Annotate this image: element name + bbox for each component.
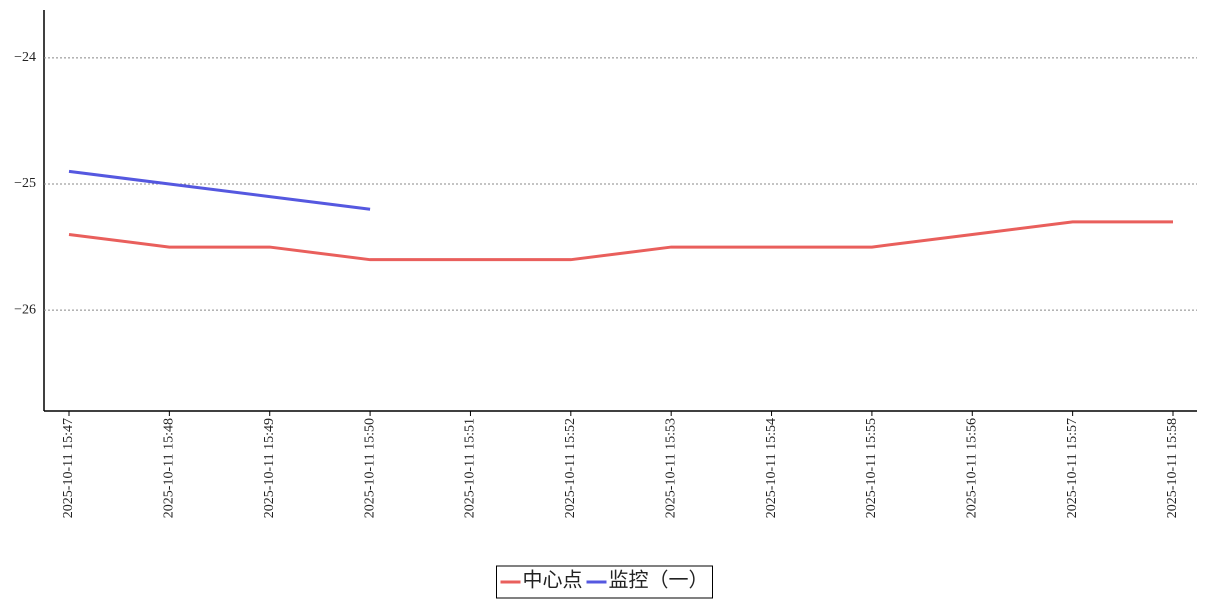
x-tick-label: 2025-10-11 15:57 [1065,418,1080,518]
x-tick-label: 2025-10-11 15:55 [864,418,879,518]
x-tick-label: 2025-10-11 15:58 [1165,418,1180,518]
y-tick-label: −25 [14,176,36,191]
x-tick-label: 2025-10-11 15:54 [764,418,779,518]
x-tick-label: 2025-10-11 15:56 [964,418,979,518]
x-tick-label: 2025-10-11 15:51 [463,418,478,518]
y-tick-label: −24 [14,50,36,65]
x-tick-label: 2025-10-11 15:53 [663,418,678,518]
x-tick-label: 2025-10-11 15:50 [362,418,377,518]
y-tick-label: −26 [14,302,36,317]
x-tick-label: 2025-10-11 15:48 [162,418,177,518]
series-line [68,169,371,211]
x-tick-label: 2025-10-11 15:49 [262,418,277,518]
legend: 中心点 监控（一） [500,569,709,592]
legend-label: 中心点 [523,569,583,592]
legend-label: 监控（一） [609,569,709,592]
series-line [68,220,1173,262]
x-tick-label: 2025-10-11 15:47 [61,418,76,518]
x-tick-label: 2025-10-11 15:52 [563,418,578,518]
